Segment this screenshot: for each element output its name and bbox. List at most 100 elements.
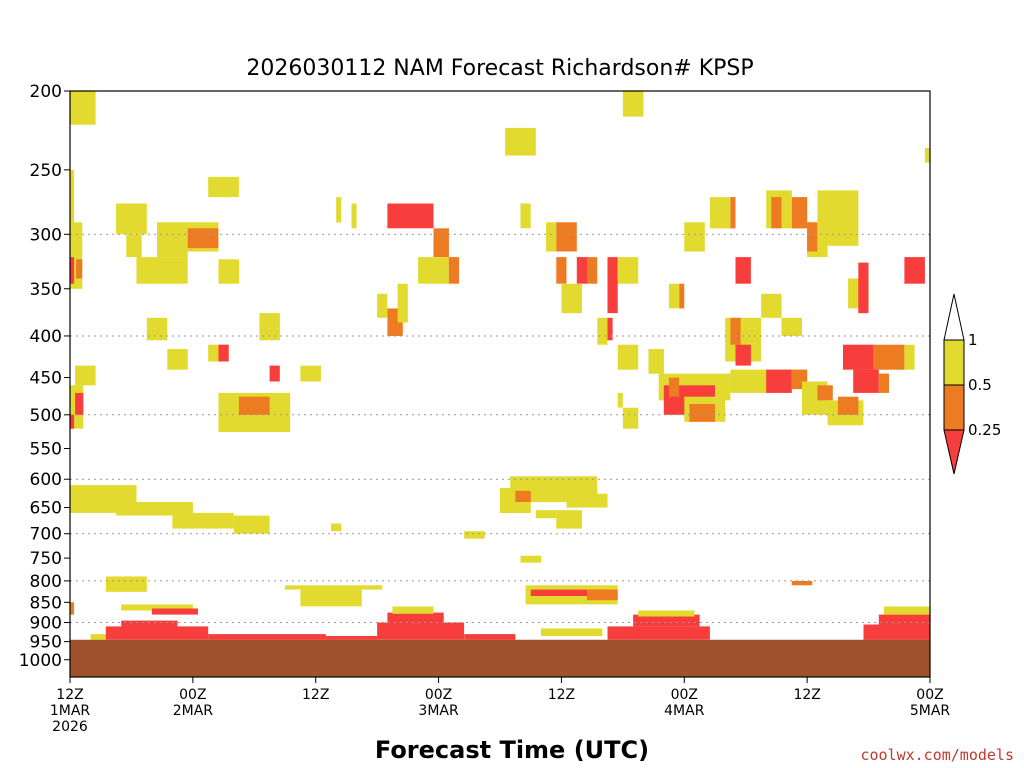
ri-cell [76,259,83,279]
ri-cell [735,344,751,366]
ri-cell [607,317,613,341]
y-tick-label: 300 [30,225,62,245]
legend-swatch-yellow [943,339,965,386]
legend-arrow-top [943,293,965,341]
ri-cell [146,317,168,341]
ri-cell [116,502,193,516]
ri-cell [638,610,695,617]
y-tick-label: 900 [30,614,62,634]
plot-border [69,90,931,678]
x-tick-label: 3MAR [418,703,459,719]
ri-cell [633,614,700,627]
ri-cell [766,369,792,393]
ri-cell [167,349,188,370]
ri-cell [520,203,531,229]
ri-cell [377,293,388,318]
ri-cell [791,580,813,586]
ri-cell [587,257,598,284]
ri-cell [151,608,198,615]
y-axis: 200 250 300 350 400 450 500 550 600 650 700 750 8008… [19,82,70,671]
ri-cell [464,531,485,539]
x-tick-label: 00Z [916,687,943,703]
x-tick-label: 12Z [548,687,575,703]
ri-cell [873,344,905,370]
y-tick-label: 600 [30,470,62,490]
ri-cell [172,512,234,529]
ri-cell [505,127,536,156]
ri-cell [622,91,644,117]
y-tick-label: 750 [30,549,62,569]
ri-cell [791,197,808,229]
y-tick-label: 200 [30,82,62,102]
ri-cell [817,190,859,246]
y-tick-label: 350 [30,280,62,300]
ri-cell [556,510,582,529]
ri-cell [863,624,930,640]
x-tick-label: 2MAR [173,703,214,719]
ri-cell [387,612,444,623]
ri-cell [607,257,618,284]
ri-cell [622,407,639,429]
y-tick-label: 650 [30,499,62,519]
ri-cell [218,259,239,284]
ri-cell [679,283,685,309]
ri-cell [418,257,449,284]
x-tick-label: 12Z [302,687,329,703]
ri-cell [269,365,280,382]
ri-cell [116,203,147,235]
y-tick-label: 250 [30,161,62,181]
y-tick-label: 850 [30,593,62,613]
ri-cell [546,222,557,252]
ri-cell [904,344,915,370]
ri-cell [735,257,751,284]
ri-cell [530,589,613,596]
ri-cell [730,197,736,229]
ri-cell [126,234,142,258]
ri-cell [70,91,96,125]
ri-cell [556,257,567,284]
ri-cell [843,344,874,370]
ri-cell [878,614,930,625]
ri-cell [300,589,362,607]
ri-cell [576,257,587,284]
ri-cell [668,377,680,397]
ri-cell [136,257,188,284]
ri-cell [689,404,715,422]
ri-cell [561,283,582,314]
ri-cell [387,203,434,229]
x-tick-label: 1MAR [50,703,91,719]
ri-cell [607,626,710,640]
ri-cell [730,369,772,393]
y-tick-label: 800 [30,572,62,592]
ri-cell [781,317,802,336]
ri-cell [208,176,239,198]
ri-cell [90,634,106,640]
ri-cell [105,626,209,640]
y-tick-label: 450 [30,369,62,389]
ri-cell [448,257,459,284]
ri-cell [617,257,639,284]
ri-cell [566,493,608,508]
ri-cell [853,369,879,393]
ri-cell [837,396,859,415]
ri-cell [121,620,178,629]
x-tick-label: 00Z [425,687,452,703]
ri-cell [817,385,833,401]
y-tick-label: 950 [30,633,62,653]
y-tick-label: 400 [30,327,62,347]
ri-cell [259,313,280,341]
ri-cell [617,392,623,408]
ri-cell [397,283,408,323]
x-tick-label: 12Z [793,687,820,703]
x-tick-label: 00Z [671,687,698,703]
ri-cell [233,515,270,534]
ri-cell [904,257,925,284]
ri-cell [771,197,782,229]
ri-cell [70,414,75,429]
ri-cell [556,222,577,252]
x-tick-label: 5MAR [910,703,951,719]
ri-cell [75,392,84,415]
ri-cell [535,510,557,519]
ri-cell [464,634,516,640]
